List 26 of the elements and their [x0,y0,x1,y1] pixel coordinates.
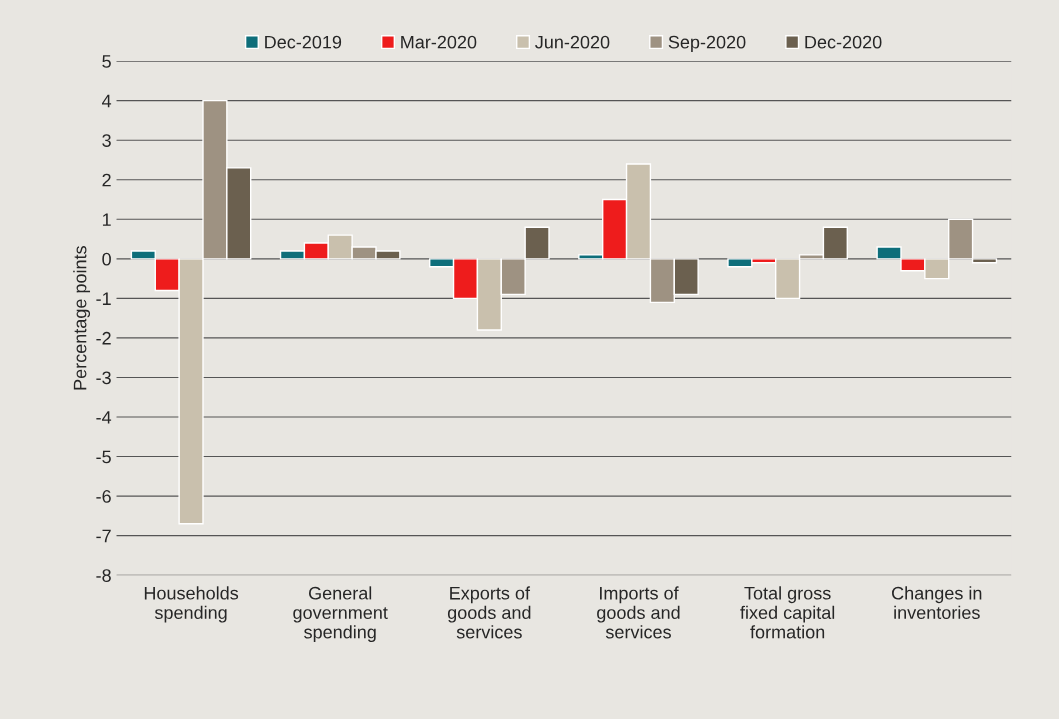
x-tick-label: Total gross fixed capital formation [740,586,835,639]
legend-label: Dec-2020 [805,35,882,49]
y-tick-label: -7 [96,529,111,543]
legend-label: Dec-2019 [265,35,342,49]
y-axis-title: Percentage points [73,246,91,390]
y-tick-label: -3 [96,371,111,385]
x-tick-label: Exports of goods and services [447,586,531,639]
x-tick-label: Households spending [144,586,239,623]
y-tick-label: 4 [102,94,112,108]
x-tick-label: Changes in inventories [892,586,982,620]
x-tick-label: Imports of goods and services [597,586,680,639]
y-tick-label: -2 [96,331,111,345]
y-tick-label: 0 [102,252,111,266]
legend-label: Sep-2020 [668,35,746,53]
y-tick-label: -4 [96,411,112,424]
y-tick-label: 1 [102,213,111,226]
y-tick-label: -8 [96,569,111,582]
legend-label: Mar-2020 [401,35,477,49]
y-tick-label: -6 [96,490,111,503]
y-tick-label: -5 [96,450,111,464]
y-tick-label: 2 [102,173,111,187]
legend-label: Jun-2020 [535,35,610,49]
x-tick-label: General government spending [293,586,388,643]
y-tick-label: 3 [102,134,111,147]
y-tick-label: -1 [96,292,111,305]
y-tick-label: 5 [102,55,111,68]
